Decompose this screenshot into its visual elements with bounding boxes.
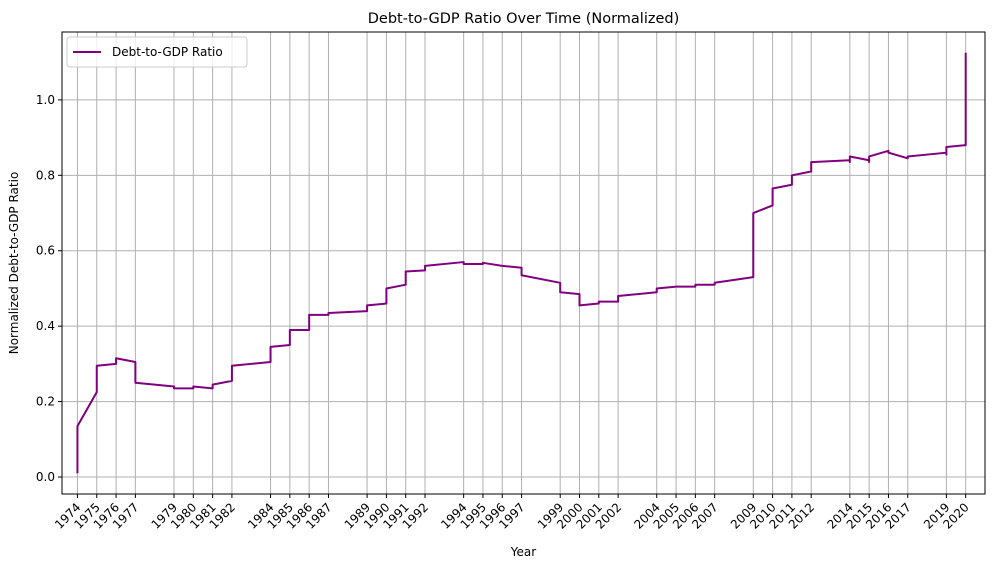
legend-label: Debt-to-GDP Ratio <box>112 45 223 59</box>
y-tick-label: 0.4 <box>36 319 55 333</box>
y-tick-label: 0.0 <box>36 470 55 484</box>
x-axis-title: Year <box>510 545 536 559</box>
legend: Debt-to-GDP Ratio <box>66 36 248 68</box>
grid-layer <box>62 32 985 494</box>
y-tick-label: 0.2 <box>36 395 55 409</box>
debt-to-gdp-line <box>76 52 967 474</box>
chart-title: Debt-to-GDP Ratio Over Time (Normalized) <box>368 11 680 27</box>
y-tick-label: 0.6 <box>36 244 55 258</box>
y-axis-title: Normalized Debt-to-GDP Ratio <box>7 172 21 355</box>
y-tick-label: 0.8 <box>36 168 55 182</box>
data-layer <box>76 52 967 474</box>
plot-frame <box>61 31 986 495</box>
y-tick-label: 1.0 <box>36 93 55 107</box>
legend-box <box>66 36 248 68</box>
y-axis: 0.0 0.2 0.4 0.6 0.8 1.0 <box>36 93 62 484</box>
